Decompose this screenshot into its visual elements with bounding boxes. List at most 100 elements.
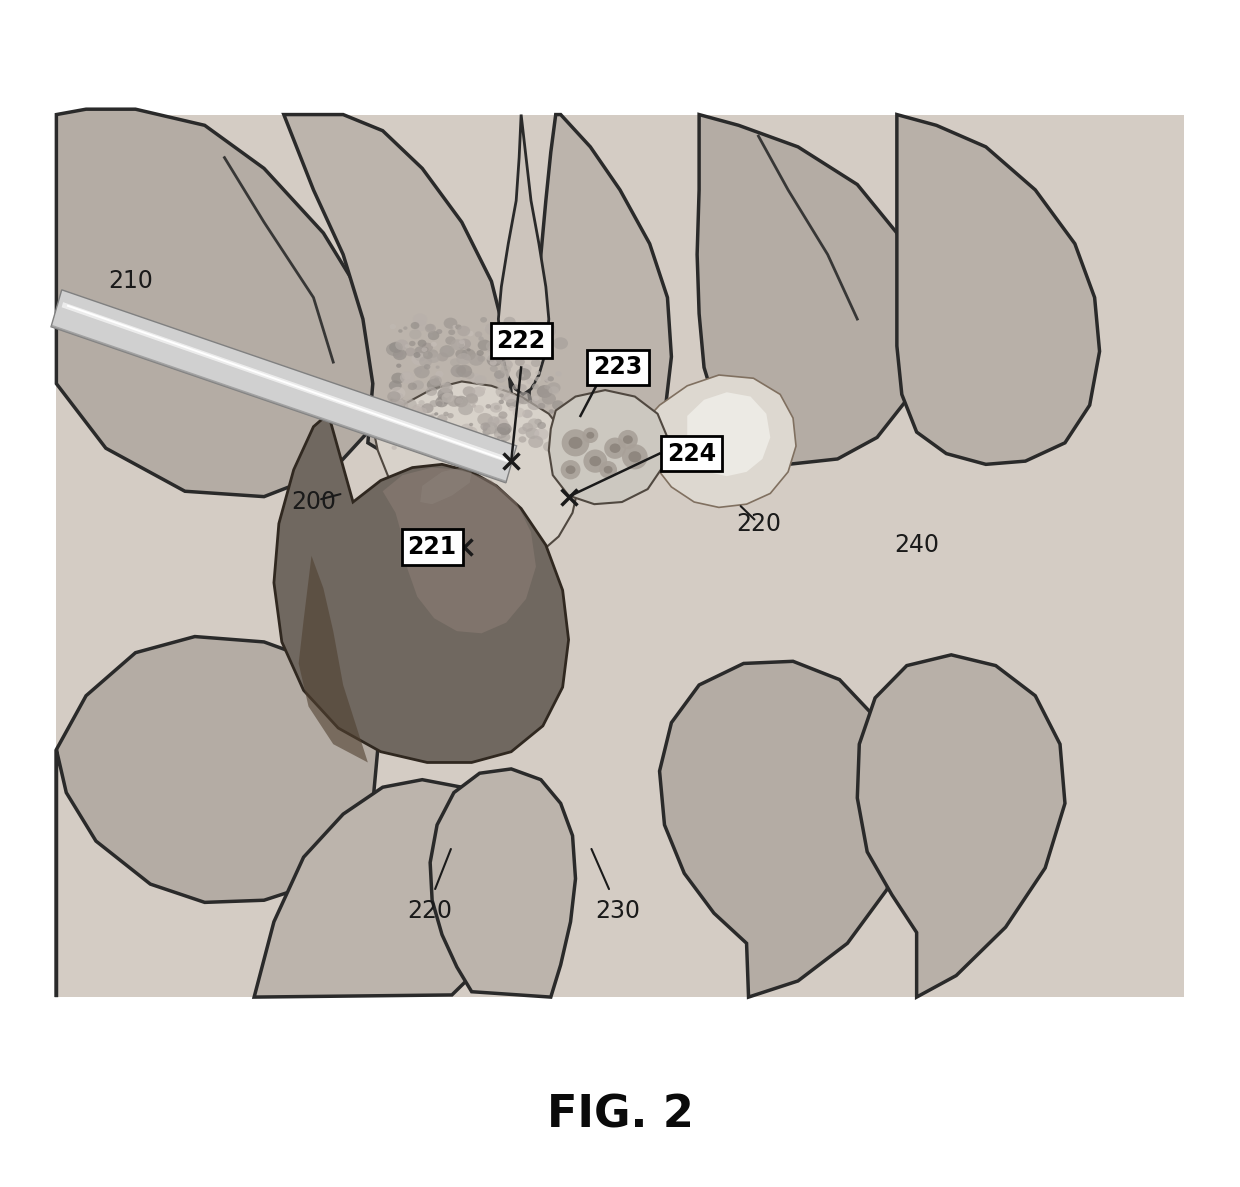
Ellipse shape <box>604 465 613 474</box>
Ellipse shape <box>495 433 501 439</box>
Ellipse shape <box>435 370 444 377</box>
Ellipse shape <box>500 433 511 442</box>
Ellipse shape <box>472 387 485 396</box>
Polygon shape <box>299 556 368 762</box>
Ellipse shape <box>622 436 632 444</box>
Ellipse shape <box>518 437 527 443</box>
Ellipse shape <box>459 404 474 415</box>
Ellipse shape <box>422 404 434 413</box>
Ellipse shape <box>526 427 539 439</box>
Ellipse shape <box>456 353 471 364</box>
Ellipse shape <box>391 396 397 402</box>
Ellipse shape <box>386 343 402 356</box>
Ellipse shape <box>556 411 563 417</box>
Ellipse shape <box>393 392 403 399</box>
Ellipse shape <box>396 363 402 368</box>
Ellipse shape <box>427 379 441 391</box>
Ellipse shape <box>405 348 415 356</box>
Ellipse shape <box>497 436 501 439</box>
Ellipse shape <box>445 336 455 344</box>
Ellipse shape <box>410 421 427 434</box>
Ellipse shape <box>445 382 450 387</box>
Ellipse shape <box>496 440 507 449</box>
Ellipse shape <box>516 368 531 380</box>
Polygon shape <box>697 115 921 464</box>
Ellipse shape <box>485 351 497 361</box>
Ellipse shape <box>391 387 405 399</box>
Ellipse shape <box>428 349 438 357</box>
Ellipse shape <box>475 375 487 386</box>
Ellipse shape <box>399 372 414 383</box>
Ellipse shape <box>482 421 497 434</box>
Ellipse shape <box>423 351 433 360</box>
Ellipse shape <box>422 343 433 351</box>
Ellipse shape <box>534 429 548 440</box>
Ellipse shape <box>484 326 487 329</box>
Ellipse shape <box>485 323 500 335</box>
Ellipse shape <box>494 405 500 410</box>
Ellipse shape <box>413 353 420 358</box>
Ellipse shape <box>414 347 425 355</box>
Ellipse shape <box>461 349 476 361</box>
Ellipse shape <box>455 324 461 330</box>
Ellipse shape <box>438 388 453 400</box>
Ellipse shape <box>477 339 491 350</box>
Ellipse shape <box>424 364 430 369</box>
Ellipse shape <box>425 418 440 431</box>
Ellipse shape <box>503 393 516 402</box>
Ellipse shape <box>539 350 547 356</box>
Ellipse shape <box>511 345 523 355</box>
Ellipse shape <box>469 354 484 366</box>
Ellipse shape <box>475 331 482 337</box>
Ellipse shape <box>482 429 491 436</box>
Ellipse shape <box>454 395 469 407</box>
Text: 222: 222 <box>496 329 546 353</box>
Polygon shape <box>67 305 507 462</box>
Ellipse shape <box>523 320 534 329</box>
Ellipse shape <box>424 414 434 423</box>
Ellipse shape <box>541 334 549 341</box>
Ellipse shape <box>533 338 549 351</box>
Ellipse shape <box>448 395 461 407</box>
Ellipse shape <box>423 347 429 353</box>
Ellipse shape <box>552 400 564 410</box>
Ellipse shape <box>525 326 534 334</box>
Ellipse shape <box>463 386 475 396</box>
Ellipse shape <box>531 358 541 367</box>
Polygon shape <box>373 381 579 564</box>
Ellipse shape <box>466 436 471 440</box>
Ellipse shape <box>402 429 414 439</box>
Ellipse shape <box>443 383 450 389</box>
Ellipse shape <box>547 382 560 393</box>
Ellipse shape <box>392 445 397 450</box>
Ellipse shape <box>496 386 511 398</box>
Ellipse shape <box>560 461 580 480</box>
Ellipse shape <box>389 393 398 399</box>
Polygon shape <box>549 391 667 504</box>
Ellipse shape <box>501 366 511 374</box>
Ellipse shape <box>489 356 495 362</box>
Ellipse shape <box>610 444 620 453</box>
Ellipse shape <box>542 393 556 405</box>
Ellipse shape <box>498 387 503 391</box>
Ellipse shape <box>404 406 409 411</box>
Ellipse shape <box>583 427 598 443</box>
Ellipse shape <box>629 451 641 463</box>
Ellipse shape <box>537 385 553 398</box>
Ellipse shape <box>556 372 562 376</box>
Ellipse shape <box>455 366 466 375</box>
Ellipse shape <box>523 349 537 360</box>
Ellipse shape <box>433 431 443 439</box>
Ellipse shape <box>435 396 448 407</box>
Ellipse shape <box>393 399 408 411</box>
Ellipse shape <box>491 440 502 449</box>
Ellipse shape <box>506 399 517 408</box>
Ellipse shape <box>466 331 474 336</box>
Ellipse shape <box>389 342 403 353</box>
Ellipse shape <box>476 350 484 356</box>
Ellipse shape <box>398 329 403 332</box>
Ellipse shape <box>471 404 476 408</box>
Ellipse shape <box>389 324 396 329</box>
Ellipse shape <box>494 370 505 379</box>
Ellipse shape <box>480 317 487 323</box>
